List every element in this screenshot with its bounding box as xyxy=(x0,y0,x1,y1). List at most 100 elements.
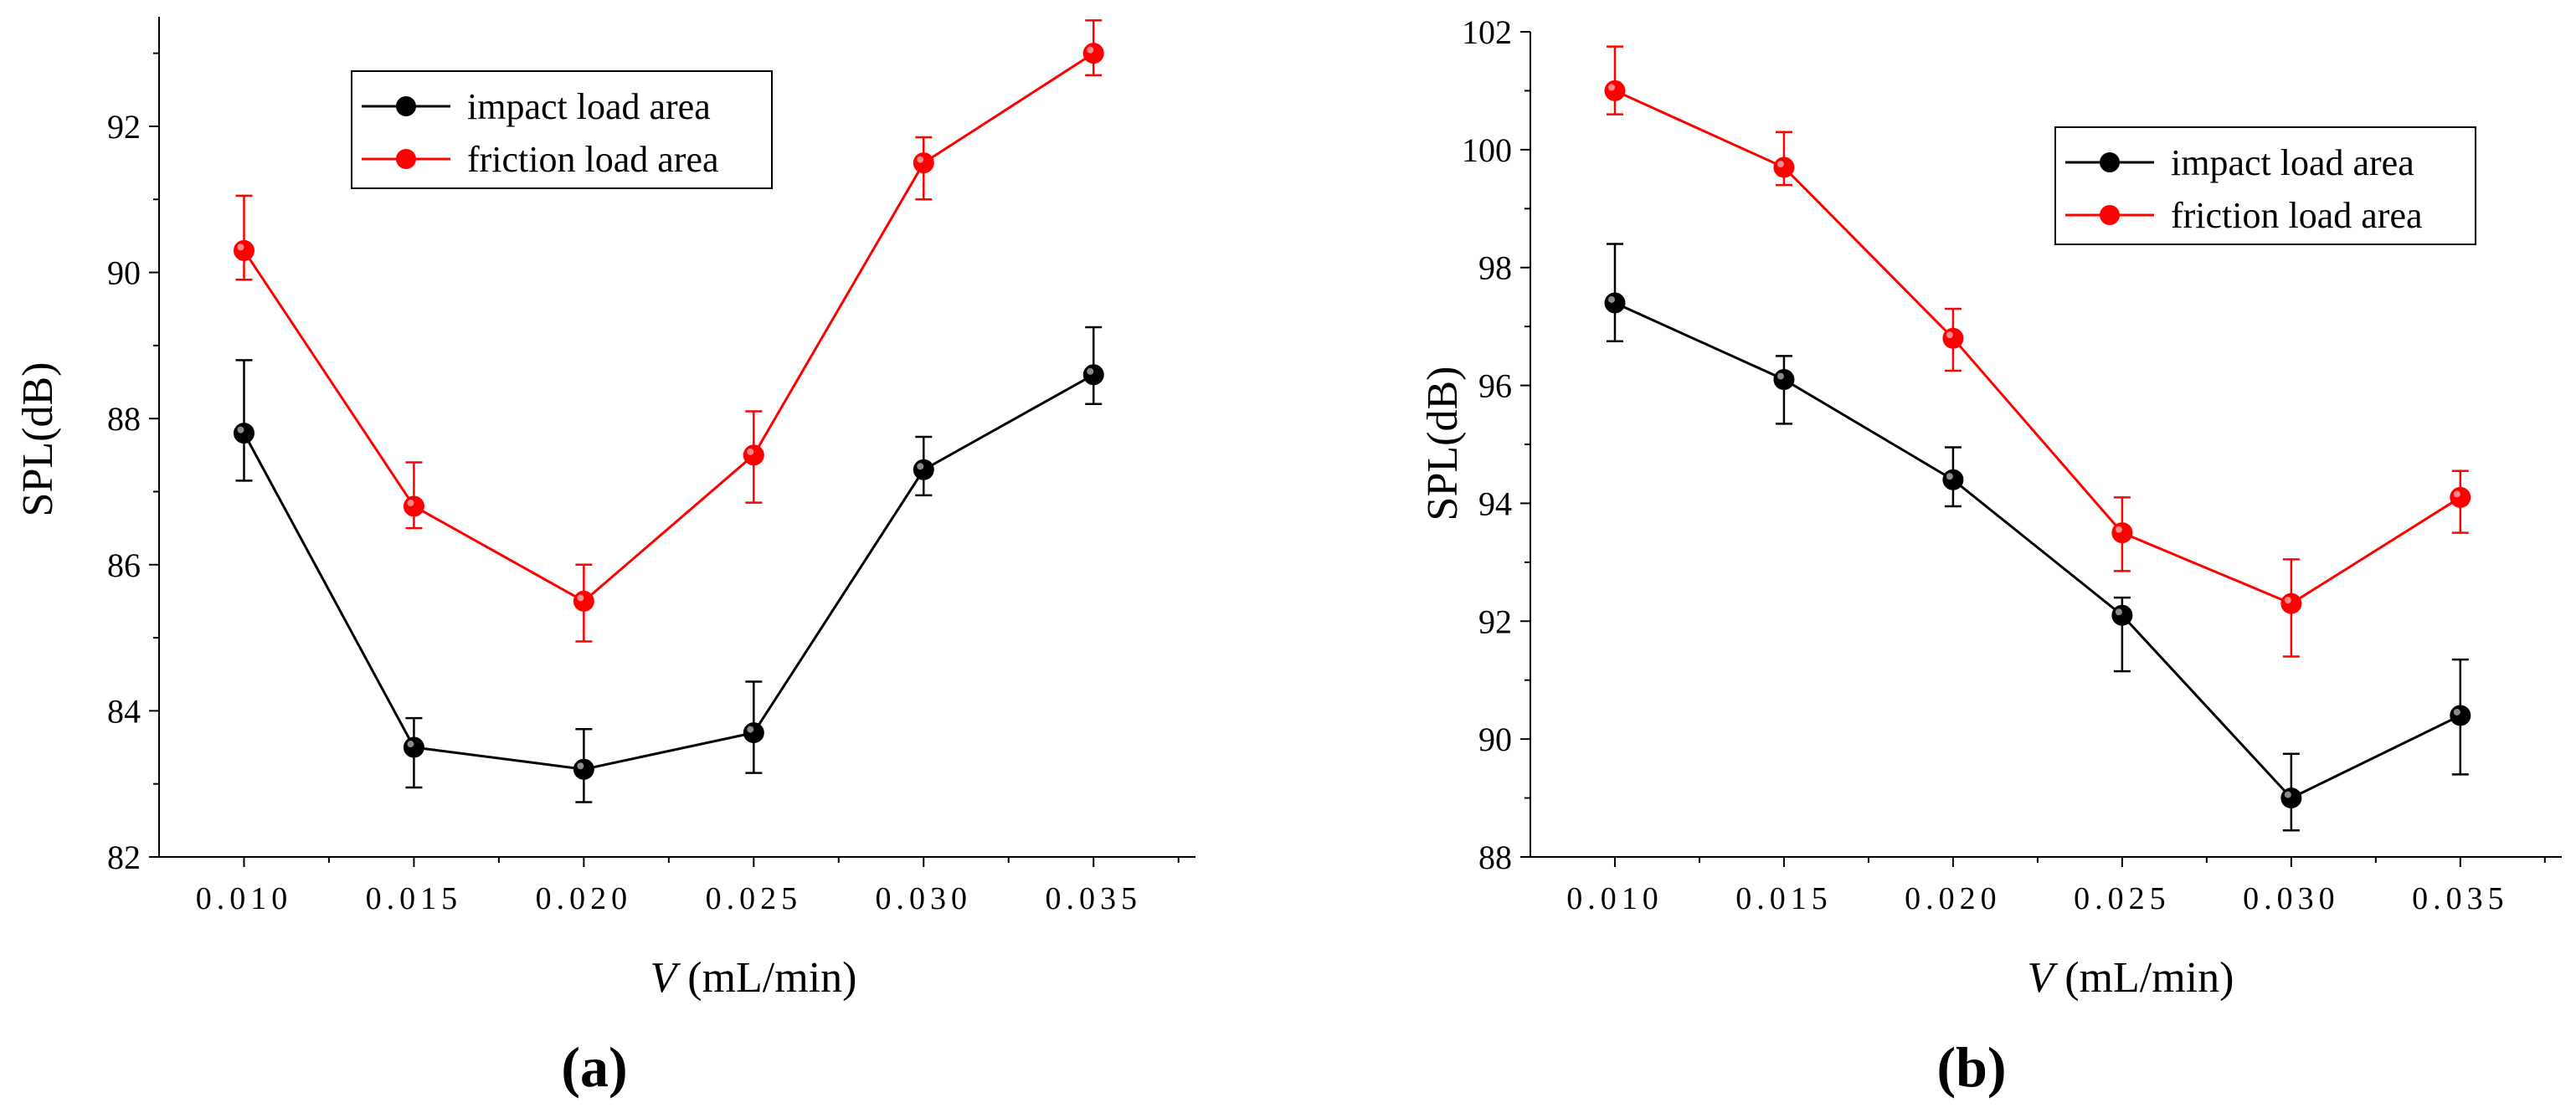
data-point-impact-b xyxy=(1942,469,1964,490)
data-point-highlight-impact-b xyxy=(2453,708,2460,716)
x-tick-label-a: 0.035 xyxy=(1045,881,1142,916)
panel-label-b: (b) xyxy=(1936,1035,2006,1099)
legend-label-impact-b: impact load area xyxy=(2171,142,2414,183)
y-tick-label-a: 90 xyxy=(107,254,141,292)
x-tick-label-a: 0.020 xyxy=(536,881,633,916)
y-tick-label-b: 88 xyxy=(1478,839,1512,876)
x-tick-label-b: 0.020 xyxy=(1905,881,2002,916)
data-point-friction-a xyxy=(743,444,764,466)
x-tick-label-a: 0.015 xyxy=(366,881,463,916)
data-point-highlight-impact-a xyxy=(407,741,414,748)
data-point-highlight-impact-b xyxy=(1946,473,1953,480)
x-axis-unit-a: (mL/min) xyxy=(676,954,856,1002)
data-point-friction-b xyxy=(2111,522,2133,544)
data-point-impact-a xyxy=(403,736,424,758)
data-point-highlight-impact-a xyxy=(1087,367,1094,375)
data-point-highlight-impact-a xyxy=(577,762,584,770)
legend-box-a xyxy=(351,70,773,189)
y-tick-label-b: 90 xyxy=(1478,721,1512,758)
legend-label-impact-a: impact load area xyxy=(467,86,711,127)
data-point-highlight-friction-b xyxy=(2284,597,2291,604)
data-point-highlight-impact-a xyxy=(237,426,244,433)
data-point-impact-a xyxy=(233,423,255,444)
legend-b: impact load area friction load area xyxy=(2054,126,2476,245)
x-axis-variable-b: V xyxy=(2028,954,2059,1002)
data-point-impact-a xyxy=(1082,364,1104,386)
data-point-impact-b xyxy=(2450,705,2471,726)
x-tick-label-a: 0.030 xyxy=(876,881,973,916)
data-point-impact-b xyxy=(2280,787,2302,809)
data-point-highlight-impact-b xyxy=(1776,372,1784,380)
data-point-highlight-friction-a xyxy=(407,499,414,506)
legend-box-b xyxy=(2054,126,2476,245)
series-line-impact-b xyxy=(1614,301,2461,800)
chart-panel-b: 88 90 92 94 96 98 100 102 0.010 0.015 0.020 0.025 0.… xyxy=(1419,13,2562,1099)
data-point-impact-b xyxy=(1773,369,1795,391)
x-axis-title-a: V (mL/min) xyxy=(650,954,857,1002)
y-tick-label-a: 88 xyxy=(107,400,141,438)
data-point-friction-a xyxy=(913,152,934,174)
series-line-friction-a xyxy=(243,52,1095,603)
panel-label-a: (a) xyxy=(561,1035,627,1099)
data-point-highlight-friction-a xyxy=(237,244,244,251)
y-tick-label-b: 98 xyxy=(1478,249,1512,287)
y-tick-label-a: 86 xyxy=(107,546,141,584)
data-point-friction-a xyxy=(233,239,255,261)
data-point-highlight-friction-a xyxy=(1087,46,1094,54)
plot-area-b xyxy=(1604,45,2471,832)
legend-marker-impact-a xyxy=(396,96,416,116)
data-point-highlight-friction-b xyxy=(2115,526,2122,533)
data-point-friction-a xyxy=(403,495,424,517)
data-point-highlight-friction-a xyxy=(917,156,924,163)
x-tick-label-b: 0.015 xyxy=(1735,881,1833,916)
x-axis-unit-b: (mL/min) xyxy=(2054,954,2234,1002)
y-tick-label-b: 92 xyxy=(1478,603,1512,640)
legend-marker-friction-a xyxy=(396,149,416,169)
data-point-impact-b xyxy=(2111,604,2133,626)
legend-label-friction-a: friction load area xyxy=(467,139,719,180)
data-point-highlight-friction-a xyxy=(747,448,754,455)
data-point-friction-a xyxy=(1082,43,1104,64)
data-point-highlight-impact-b xyxy=(2284,791,2291,798)
data-point-friction-b xyxy=(2280,592,2302,614)
legend-marker-friction-b xyxy=(2100,205,2120,225)
data-point-highlight-impact-a xyxy=(747,726,754,733)
axes-a: 82 84 86 88 90 92 0.010 0.015 0.020 0.025 0.030 0.0… xyxy=(107,17,1195,916)
data-point-friction-b xyxy=(1942,327,1964,349)
y-axis-title-b: SPL(dB) xyxy=(1419,367,1467,521)
data-point-impact-a xyxy=(573,758,594,780)
x-tick-label-b: 0.025 xyxy=(2074,881,2171,916)
data-point-highlight-impact-a xyxy=(917,463,924,470)
x-tick-label-b: 0.035 xyxy=(2412,881,2509,916)
data-point-impact-b xyxy=(1604,292,1626,314)
data-point-friction-b xyxy=(1773,156,1795,178)
plot-area-a xyxy=(233,19,1104,803)
y-tick-label-a: 82 xyxy=(107,839,141,876)
data-point-highlight-impact-b xyxy=(1607,295,1615,303)
y-tick-label-a: 92 xyxy=(107,108,141,146)
x-tick-label-b: 0.030 xyxy=(2243,881,2340,916)
series-line-impact-a xyxy=(243,373,1094,771)
data-point-highlight-friction-a xyxy=(577,594,584,602)
legend-label-friction-b: friction load area xyxy=(2171,195,2423,236)
y-tick-label-b: 102 xyxy=(1462,13,1512,51)
y-tick-label-b: 100 xyxy=(1462,131,1512,169)
y-tick-label-b: 96 xyxy=(1478,367,1512,405)
x-tick-label-a: 0.010 xyxy=(196,881,293,916)
y-tick-label-a: 84 xyxy=(107,692,141,730)
data-point-highlight-friction-b xyxy=(1946,331,1953,339)
y-tick-label-b: 94 xyxy=(1478,485,1512,522)
x-tick-label-b: 0.010 xyxy=(1566,881,1663,916)
series-line-friction-b xyxy=(1614,90,2461,605)
x-tick-label-a: 0.025 xyxy=(706,881,803,916)
data-point-impact-a xyxy=(743,722,764,744)
legend-a: impact load area friction load area xyxy=(351,70,773,189)
axes-b: 88 90 92 94 96 98 100 102 0.010 0.015 0.020 0.025 0.… xyxy=(1462,13,2562,916)
data-point-highlight-impact-b xyxy=(2115,608,2122,616)
y-axis-title-a: SPL(dB) xyxy=(14,362,62,517)
data-point-impact-a xyxy=(913,459,934,480)
x-axis-title-b: V (mL/min) xyxy=(2028,954,2234,1002)
data-point-friction-b xyxy=(2450,486,2471,508)
data-point-highlight-friction-b xyxy=(1776,160,1784,167)
data-point-friction-a xyxy=(573,590,594,612)
